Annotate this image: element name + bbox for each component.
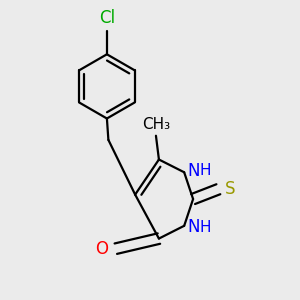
Text: CH₃: CH₃: [142, 117, 170, 132]
Text: N: N: [187, 162, 200, 180]
Text: H: H: [199, 220, 211, 235]
Text: O: O: [95, 240, 108, 258]
Text: S: S: [225, 180, 236, 198]
Text: N: N: [187, 218, 200, 236]
Text: Cl: Cl: [99, 9, 115, 27]
Text: H: H: [199, 163, 211, 178]
